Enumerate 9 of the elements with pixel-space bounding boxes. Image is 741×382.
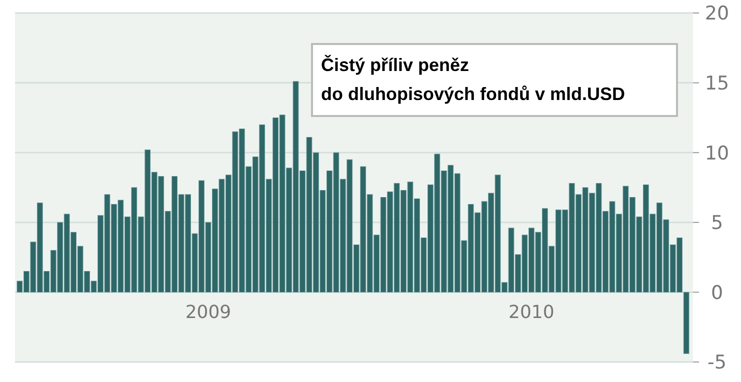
x-tick-label: 2010 [508,302,554,323]
y-tick-label: 20 [704,2,730,25]
text: Čistý příliv peněz do dluhopisových fondů v mld.USD [321,54,625,104]
y-tick-label: 15 [704,72,730,94]
x-tick-label: 2009 [185,302,232,323]
y-tick-label: -5 [708,352,726,374]
y-tick-label: 0 [710,282,724,304]
y-tick-label: 5 [710,212,724,234]
y-tick-label: 10 [704,142,730,164]
